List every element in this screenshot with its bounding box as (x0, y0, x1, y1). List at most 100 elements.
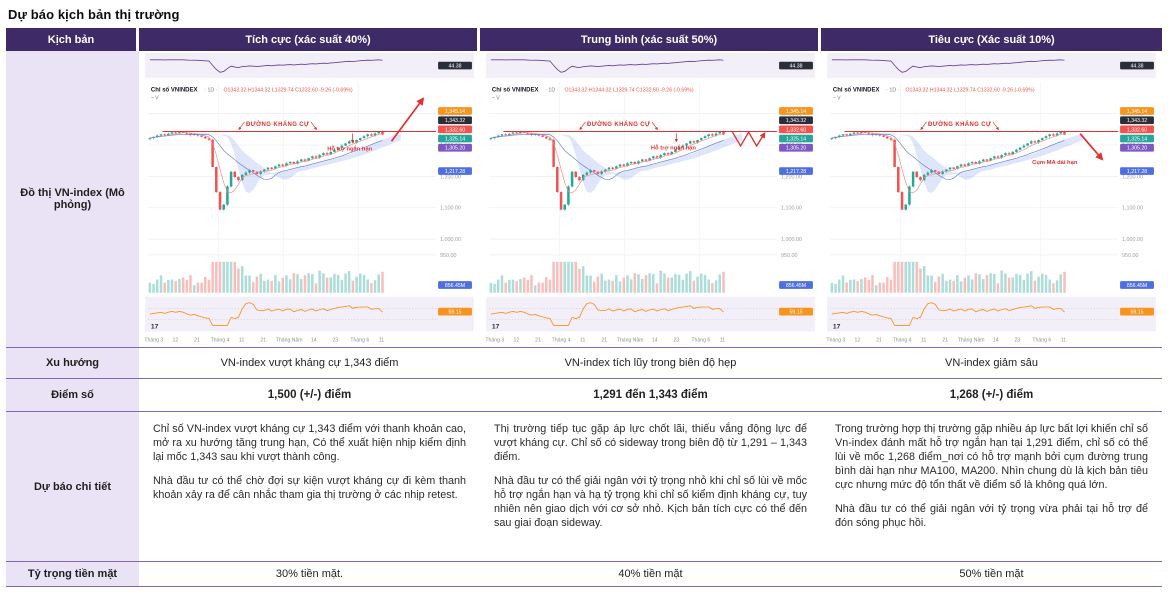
tradingview-logo: 17 (151, 324, 159, 331)
svg-text:21: 21 (260, 338, 266, 344)
svg-text:1,325.14: 1,325.14 (445, 137, 465, 143)
svg-text:1,100.00: 1,100.00 (781, 206, 802, 212)
chart-row: Đồ thị VN-index (Mô phỏng) 44.38 1,400.00… (6, 51, 1162, 347)
svg-text:1,000.00: 1,000.00 (1122, 237, 1143, 243)
svg-text:856.45M: 856.45M (1127, 283, 1147, 289)
header-col-positive: Tích cực (xác suất 40%) (139, 28, 480, 51)
svg-text:· 1D ·: · 1D · (204, 88, 218, 94)
trend-neutral: VN-index tích lũy trong biên độ hẹp (480, 348, 821, 378)
price-axis-badges: 1,345.14 1,343.32 1,332.60 1,325.14 1,305.20… (438, 107, 472, 289)
moving-averages (831, 132, 1065, 194)
price-axis-badges: 1,345.14 1,343.32 1,332.60 1,325.14 1,305.20… (779, 107, 813, 289)
svg-text:Chỉ số VNINDEX: Chỉ số VNINDEX (151, 87, 198, 94)
header-col-neutral: Trung bình (xác suất 50%) (480, 28, 821, 51)
svg-text:11: 11 (379, 338, 384, 344)
moving-averages (149, 132, 383, 194)
top-indicator-pane: 44.38 (827, 53, 1156, 79)
top-indicator-pane: 44.38 (145, 53, 474, 79)
svg-text:14: 14 (652, 338, 658, 344)
svg-text:~ V: ~ V (151, 95, 159, 101)
svg-text:11: 11 (921, 338, 926, 344)
resistance-line: ĐƯỜNG KHÁNG CỰ (844, 120, 1119, 132)
volume-bars (489, 261, 725, 293)
oscillator-pane: 59.15 (486, 296, 815, 332)
resistance-line: ĐƯỜNG KHÁNG CỰ (162, 120, 437, 132)
svg-text:59.15: 59.15 (448, 310, 461, 316)
forecast-table: Kịch bản Tích cực (xác suất 40%) Trung b… (6, 28, 1162, 587)
svg-text:17: 17 (492, 324, 500, 331)
svg-text:12: 12 (173, 338, 179, 344)
svg-text:Tháng 3: Tháng 3 (826, 338, 845, 344)
svg-text:1,305.20: 1,305.20 (786, 146, 806, 152)
svg-text:ĐƯỜNG KHÁNG CỰ: ĐƯỜNG KHÁNG CỰ (587, 120, 650, 128)
svg-text:1,343.32: 1,343.32 (786, 118, 806, 124)
svg-text:950.00: 950.00 (781, 253, 798, 259)
symbol-header: Chỉ số VNINDEX · 1D · O1343.32 H1344.32 L1… (833, 87, 1035, 102)
tradingview-logo: 17 (833, 324, 841, 331)
points-positive: 1,500 (+/-) điểm (139, 379, 480, 411)
svg-text:1,332.60: 1,332.60 (1127, 127, 1147, 133)
svg-text:ĐƯỜNG KHÁNG CỰ: ĐƯỜNG KHÁNG CỰ (928, 120, 991, 128)
cash-positive: 30% tiền mặt. (139, 562, 480, 586)
table-header-row: Kịch bản Tích cực (xác suất 40%) Trung b… (6, 28, 1162, 51)
detail-neutral-p2: Nhà đầu tư có thể giải ngân với tỷ trọng… (494, 475, 807, 530)
svg-text:Tháng 6: Tháng 6 (350, 338, 369, 344)
svg-text:1,200.00: 1,200.00 (440, 174, 461, 180)
detail-negative: Trong trường hợp thị trường gặp nhiều áp… (821, 412, 1162, 561)
svg-text:Chỉ số VNINDEX: Chỉ số VNINDEX (492, 87, 539, 94)
svg-text:12: 12 (855, 338, 861, 344)
vnindex-chart-neutral: 44.381,400.001,300.001,200.001,100.001,0… (484, 53, 817, 345)
trend-positive: VN-index vượt kháng cự 1,343 điểm (139, 348, 480, 378)
price-axis-badges: 1,345.14 1,343.32 1,332.60 1,325.14 1,305.20… (1120, 107, 1154, 289)
symbol-header: Chỉ số VNINDEX · 1D · O1343.32 H1344.32 L1… (151, 87, 353, 102)
svg-text:1,332.60: 1,332.60 (445, 127, 465, 133)
svg-text:1,345.14: 1,345.14 (445, 109, 465, 115)
resistance-line: ĐƯỜNG KHÁNG CỰ (503, 120, 778, 132)
svg-text:Tháng 4: Tháng 4 (552, 338, 571, 344)
svg-text:21: 21 (601, 338, 607, 344)
svg-text:· 1D ·: · 1D · (886, 88, 900, 94)
svg-text:1,200.00: 1,200.00 (781, 174, 802, 180)
svg-text:14: 14 (311, 338, 317, 344)
moving-averages (490, 132, 724, 194)
vnindex-chart-negative: 44.381,400.001,300.001,200.001,100.001,0… (825, 53, 1158, 345)
svg-text:11: 11 (1061, 338, 1066, 344)
x-axis-labels: Tháng 3 12 21 Tháng 4 11 21 Tháng Năm 14 23 Tháng… (144, 338, 384, 344)
oscillator-pane: 59.15 (827, 296, 1156, 332)
forecast-annotation: Cụm MA dài hạn (1032, 133, 1104, 166)
volume-bars (830, 261, 1066, 293)
ichimoku-cloud (509, 132, 742, 193)
svg-text:1,305.20: 1,305.20 (445, 146, 465, 152)
ichimoku-cloud (168, 132, 401, 193)
svg-text:Tháng 4: Tháng 4 (211, 338, 230, 344)
svg-text:950.00: 950.00 (1122, 253, 1139, 259)
svg-text:Tháng 6: Tháng 6 (691, 338, 710, 344)
svg-text:~ V: ~ V (492, 95, 500, 101)
price-grid: 1,400.001,300.001,200.001,100.001,000.00… (148, 82, 461, 295)
svg-text:Cụm MA dài hạn: Cụm MA dài hạn (1032, 160, 1078, 166)
svg-text:Tháng Năm: Tháng Năm (617, 338, 644, 344)
symbol-header: Chỉ số VNINDEX · 1D · O1343.32 H1344.32 L1… (492, 87, 694, 102)
row-label-chart: Đồ thị VN-index (Mô phỏng) (6, 51, 139, 347)
cash-negative: 50% tiền mặt (821, 562, 1162, 586)
chart-positive: 44.38 1,400.001,300.001,200.001,100.001,0… (139, 51, 480, 347)
svg-text:Tháng Năm: Tháng Năm (958, 338, 985, 344)
detail-negative-p1: Trong trường hợp thị trường gặp nhiều áp… (835, 423, 1148, 492)
svg-text:11: 11 (720, 338, 725, 344)
cash-row: Tỷ trọng tiền mặt 30% tiền mặt. 40% tiền… (6, 561, 1162, 587)
x-axis-labels: Tháng 3 12 21 Tháng 4 11 21 Tháng Năm 14 23 Tháng… (826, 338, 1066, 344)
svg-text:1,100.00: 1,100.00 (1122, 206, 1143, 212)
svg-text:12: 12 (514, 338, 520, 344)
svg-text:59.15: 59.15 (789, 310, 802, 316)
detail-neutral: Thị trường tiếp tục gặp áp lực chốt lãi,… (480, 412, 821, 561)
cash-neutral: 40% tiền mặt (480, 562, 821, 586)
row-label-points: Điểm số (6, 379, 139, 411)
points-negative: 1,268 (+/-) điểm (821, 379, 1162, 411)
price-grid: 1,400.001,300.001,200.001,100.001,000.00… (830, 82, 1143, 295)
svg-text:Tháng 3: Tháng 3 (144, 338, 163, 344)
page-title: Dự báo kịch bản thị trường (8, 7, 180, 22)
svg-text:17: 17 (833, 324, 841, 331)
svg-text:856.45M: 856.45M (445, 283, 465, 289)
oscillator-pane: 59.15 (145, 296, 474, 332)
